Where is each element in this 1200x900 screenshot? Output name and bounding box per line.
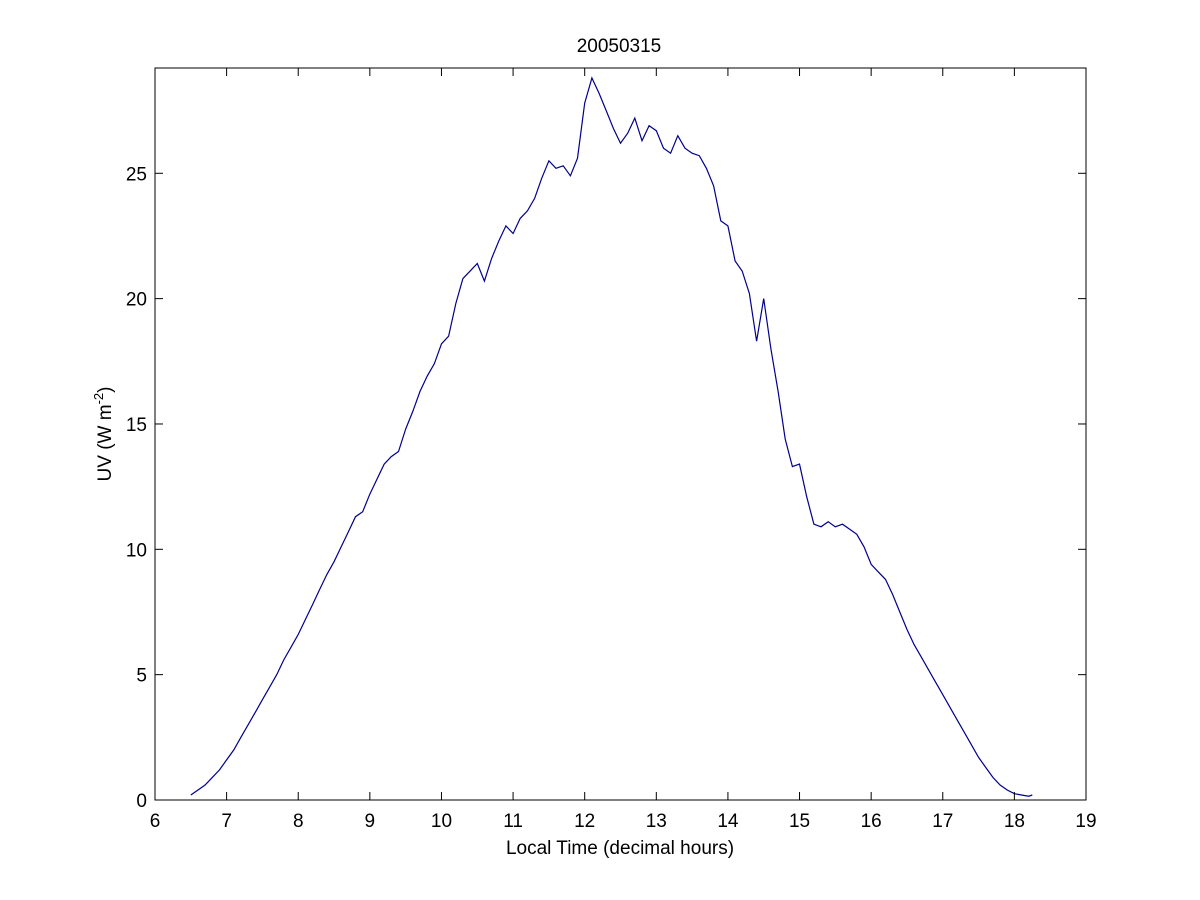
x-tick-label-5: 11 — [503, 811, 523, 832]
x-tick-label-0: 6 — [150, 811, 161, 832]
x-tick-label-13: 19 — [1075, 811, 1096, 832]
y-axis-label: UV (W m-2) — [91, 387, 116, 482]
y-axis-label-text: UV (W m — [95, 404, 116, 481]
x-tick-label-8: 14 — [717, 811, 739, 832]
x-tick-label-1: 7 — [221, 811, 232, 832]
x-axis: 6 7 8 9 10 11 12 13 14 15 16 17 18 19 — [150, 68, 1097, 832]
uv-series-line — [190, 76, 1033, 797]
x-tick-label-6: 12 — [574, 811, 595, 832]
y-tick-label-5: 25 — [126, 164, 147, 185]
chart-title: 20050315 — [577, 36, 662, 57]
x-tick-label-3: 9 — [365, 811, 376, 832]
x-tick-label-9: 15 — [789, 811, 810, 832]
y-tick-label-2: 10 — [126, 540, 147, 561]
y-tick-label-4: 20 — [126, 290, 147, 311]
axes-box — [154, 67, 1087, 801]
x-tick-label-7: 13 — [646, 811, 667, 832]
y-axis-label-suffix: ) — [95, 387, 116, 393]
y-axis: 0 5 10 15 20 25 — [126, 164, 1086, 812]
x-tick-label-12: 18 — [1004, 811, 1025, 832]
x-axis-label: Local Time (decimal hours) — [506, 838, 734, 859]
x-tick-label-10: 16 — [861, 811, 882, 832]
x-tick-label-2: 8 — [293, 811, 304, 832]
y-tick-label-3: 15 — [126, 415, 147, 436]
plot-area — [154, 67, 1087, 801]
y-tick-label-1: 5 — [136, 666, 147, 687]
y-tick-label-0: 0 — [136, 791, 147, 812]
y-axis-label-superscript: -2 — [91, 393, 106, 405]
x-tick-label-11: 17 — [932, 811, 953, 832]
x-tick-label-4: 10 — [431, 811, 452, 832]
